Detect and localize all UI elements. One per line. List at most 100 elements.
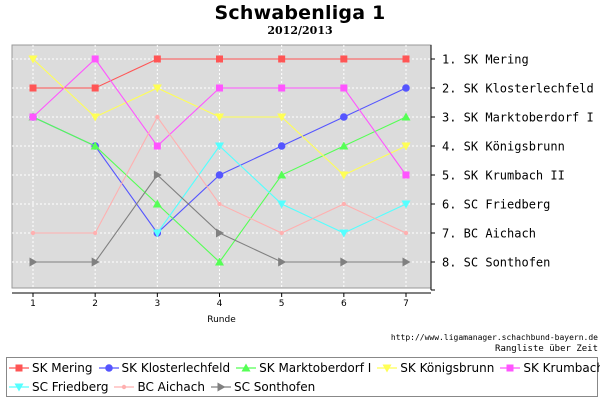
legend-swatch — [9, 383, 29, 392]
series-sk-k-nigsbrunn — [28, 55, 411, 180]
point-marker — [340, 55, 348, 63]
legend-marker — [122, 384, 127, 390]
point-marker — [152, 229, 162, 238]
legend-item: SC Friedberg — [9, 380, 108, 394]
point-marker — [341, 201, 347, 207]
legend-marker — [382, 364, 392, 373]
legend-swatch — [210, 382, 231, 392]
point-marker — [152, 199, 162, 208]
legend-swatch — [377, 364, 398, 373]
point-marker — [215, 113, 224, 122]
point-marker — [278, 84, 286, 92]
point-marker — [402, 84, 410, 92]
legend-label: BC Aichach — [137, 380, 205, 394]
point-marker — [279, 230, 284, 236]
point-marker — [30, 230, 36, 236]
x-tick-label: 6 — [341, 299, 347, 309]
x-tick-label: 5 — [279, 299, 285, 309]
point-marker — [152, 84, 162, 93]
point-marker — [277, 113, 287, 122]
series-sk-krumbach-ii — [29, 55, 410, 179]
legend-marker — [14, 383, 24, 392]
right-axis-label: 7. BC Aichach — [442, 227, 536, 241]
legend-swatch — [114, 384, 135, 390]
legend-label: SK Krumbach II — [523, 361, 600, 375]
point-marker — [402, 171, 410, 179]
x-axis-label: Runde — [207, 315, 236, 325]
point-marker — [340, 257, 349, 267]
legend-swatch — [500, 364, 521, 372]
right-axis-label: 6. SC Friedberg — [442, 198, 550, 212]
x-tick-label: 2 — [92, 299, 98, 309]
right-axis-label: 1. SK Mering — [442, 53, 529, 67]
point-marker — [216, 84, 223, 92]
point-marker — [277, 142, 286, 150]
legend-label: SK Marktoberdorf I — [259, 361, 372, 375]
point-marker — [29, 257, 38, 267]
legend: SK Mering SK Klosterlechfeld SK Marktoberd… — [6, 357, 600, 397]
point-marker — [402, 55, 410, 63]
legend-marker — [15, 364, 23, 372]
legend-marker — [241, 363, 251, 372]
legend-item: SK Königsbrunn — [377, 361, 494, 375]
point-marker — [215, 142, 224, 151]
point-marker — [339, 171, 349, 180]
legend-label: SC Sonthofen — [233, 380, 316, 394]
point-marker — [90, 141, 100, 150]
point-marker — [340, 84, 348, 92]
legend-label: SK Mering — [32, 361, 93, 375]
point-marker — [277, 200, 287, 209]
point-marker — [215, 171, 224, 179]
legend-item: BC Aichach — [114, 380, 205, 394]
x-tick-label: 7 — [403, 299, 409, 309]
point-marker — [153, 142, 161, 150]
ranking-chart: 1 2 3 4 5 6 7 Runde 1. SK Mering 2. SK Klosterlec… — [11, 44, 594, 325]
point-marker — [402, 257, 411, 267]
x-tick-label: 4 — [217, 299, 223, 309]
legend-row: SC Friedberg BC Aichach SC Sonthofen — [9, 378, 321, 396]
series-sc-sonthofen — [29, 170, 411, 267]
legend-label: SK Klosterlechfeld — [121, 361, 231, 375]
chart-caption: Rangliste über Zeit — [495, 344, 598, 354]
legend-row: SK Mering SK Klosterlechfeld SK Marktoberd… — [9, 359, 600, 377]
right-axis-label: 4. SK Königsbrunn — [442, 140, 565, 154]
point-marker — [339, 229, 349, 238]
x-tick-label: 1 — [30, 299, 36, 309]
point-marker — [153, 170, 162, 180]
point-marker — [28, 55, 38, 64]
point-marker — [91, 257, 100, 267]
plot-area — [11, 44, 432, 289]
point-marker — [278, 257, 287, 267]
legend-item: SC Sonthofen — [210, 380, 316, 394]
legend-item: SK Krumbach II — [500, 361, 600, 375]
point-marker — [216, 228, 224, 238]
point-marker — [217, 201, 222, 207]
point-marker — [401, 112, 411, 121]
point-marker — [216, 55, 223, 63]
point-marker — [277, 170, 287, 179]
point-marker — [278, 55, 286, 63]
point-marker — [403, 230, 409, 236]
legend-marker — [104, 364, 113, 372]
legend-item: SK Klosterlechfeld — [98, 361, 231, 375]
right-axis-label: 3. SK Marktoberdorf I — [442, 111, 594, 125]
x-tick-label: 3 — [154, 299, 160, 309]
source-url[interactable]: http://www.ligamanager.schachbund-bayern… — [390, 333, 598, 342]
right-axis-label: 8. SC Sonthofen — [442, 256, 550, 270]
right-axis-label: 2. SK Klosterlechfeld — [442, 82, 594, 96]
chart-subtitle: 2012/2013 — [267, 24, 333, 37]
legend-swatch — [9, 364, 29, 372]
chart-title: Schwabenliga 1 — [214, 2, 386, 24]
point-marker — [340, 113, 348, 121]
legend-label: SK Königsbrunn — [400, 361, 495, 375]
point-marker — [401, 200, 411, 209]
legend-item: SK Marktoberdorf I — [236, 361, 371, 375]
point-marker — [91, 84, 99, 92]
point-marker — [29, 84, 37, 92]
legend-label: SC Friedberg — [32, 380, 109, 394]
series-bc-aichach — [30, 114, 409, 236]
legend-marker — [506, 364, 514, 372]
point-marker — [29, 113, 37, 121]
legend-swatch — [98, 364, 119, 372]
point-marker — [153, 55, 161, 63]
